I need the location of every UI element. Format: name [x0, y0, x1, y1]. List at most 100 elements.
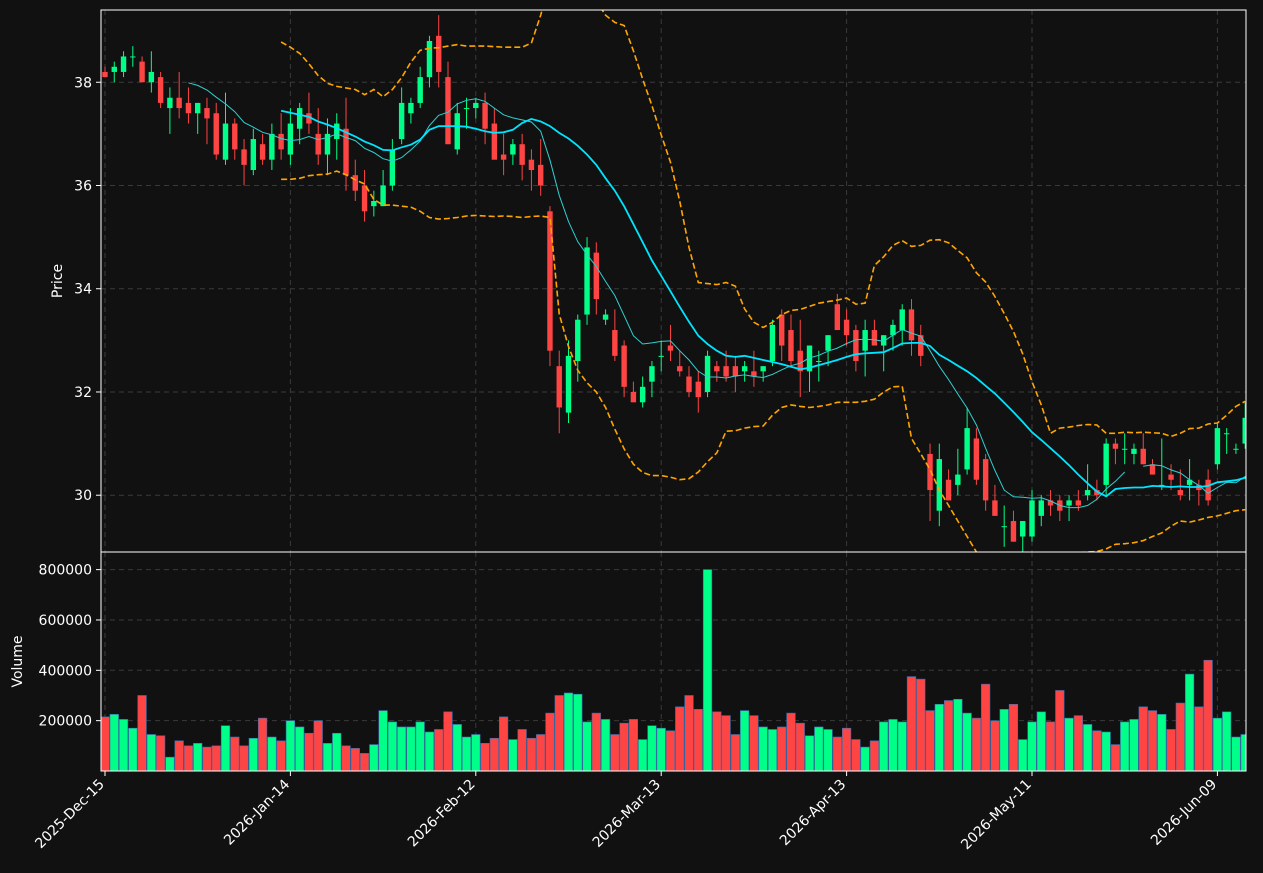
volume-bar [369, 744, 379, 771]
volume-bar [239, 745, 249, 771]
candle-body [1177, 490, 1184, 496]
candle-body [241, 149, 247, 165]
candle-body [343, 128, 349, 176]
candle-body [537, 164, 544, 186]
volume-plot [101, 569, 1246, 771]
candle-body [204, 108, 210, 119]
candle-body [593, 252, 600, 300]
volume-tick-label: 200000 [39, 714, 92, 730]
candle-body [723, 366, 729, 377]
candle-body [176, 97, 182, 109]
candle-body [1038, 500, 1044, 516]
volume-bar [193, 743, 203, 771]
candle-body [371, 200, 377, 207]
volume-bar [1194, 706, 1204, 771]
volume-bar [684, 695, 694, 771]
volume-bar [1212, 717, 1222, 771]
volume-tick-label: 400000 [39, 663, 92, 679]
candle-body [704, 355, 711, 392]
volume-bar [851, 739, 861, 771]
candle-body [500, 154, 507, 160]
volume-bar [573, 693, 583, 771]
candle-body [259, 144, 266, 160]
volume-bar [101, 716, 110, 771]
candle-body [139, 61, 145, 83]
candle-body [232, 123, 238, 150]
candle-body [473, 102, 479, 109]
volume-bar [804, 735, 815, 771]
candle-body [167, 97, 173, 109]
volume-bar [1231, 736, 1241, 771]
candle-body [1029, 500, 1035, 537]
volume-panel-frame [100, 551, 1247, 772]
candle-body [130, 56, 136, 58]
bollinger-upper-line [280, 10, 1246, 438]
volume-tick-label: 800000 [39, 563, 92, 579]
volume-axis-label: Volume [10, 635, 26, 687]
candle-body [871, 330, 878, 346]
volume-bar [712, 711, 722, 771]
candle-body [278, 133, 284, 150]
candle-body [1010, 521, 1017, 542]
candle-body [1205, 479, 1211, 501]
volume-bar [647, 725, 657, 771]
candle-body [296, 108, 303, 129]
candle-body [1020, 521, 1026, 537]
price-axis-label: Price [50, 264, 66, 298]
volume-bar [823, 729, 833, 771]
candle-body [667, 345, 674, 351]
volume-bar [1138, 706, 1148, 771]
candle-body [890, 324, 896, 336]
candle-body [426, 40, 433, 78]
volume-bar [220, 725, 231, 771]
candle-body [1186, 479, 1193, 485]
volume-y-ticks: 200000 400000 600000 800000 [39, 563, 101, 730]
volume-bar [1203, 659, 1213, 771]
price-tick-label: 36 [74, 179, 92, 195]
candle-body [621, 345, 627, 387]
candle-body [1112, 443, 1119, 449]
volume-bar [248, 737, 258, 771]
candle-body [853, 330, 859, 362]
candle-body [315, 133, 321, 155]
volume-bar [1092, 730, 1102, 771]
candle-body [658, 355, 664, 357]
price-plot [102, 10, 1246, 552]
candle-body [352, 175, 358, 191]
candle-body [816, 361, 822, 363]
volume-bar [1101, 731, 1111, 771]
volume-bar [1166, 729, 1176, 771]
candle-body [1242, 417, 1246, 444]
candle-body [779, 314, 785, 346]
candle-body [417, 77, 423, 103]
volume-bar [452, 724, 462, 771]
candle-body [482, 102, 488, 129]
candle-body [695, 381, 701, 398]
candle-body [398, 102, 405, 140]
volume-bar [517, 729, 527, 771]
volume-bar [257, 717, 268, 771]
candle-body [547, 211, 553, 351]
volume-bar [777, 726, 787, 771]
candle-body [361, 185, 368, 212]
volume-bar [471, 734, 481, 771]
candle-body [185, 102, 192, 114]
candle-body [287, 123, 294, 155]
price-tick-label: 32 [74, 385, 92, 401]
candle-body [973, 438, 980, 480]
volume-bar [600, 719, 611, 771]
volume-bar [341, 745, 351, 771]
volume-bar [1129, 719, 1139, 771]
volume-bar [1110, 744, 1121, 771]
volume-bar [276, 740, 286, 771]
candle-body [157, 77, 164, 103]
volume-bar [461, 736, 472, 771]
candle-body [1149, 464, 1156, 475]
volume-bar [165, 756, 175, 771]
volume-bar [332, 732, 342, 771]
volume-bar [1045, 721, 1056, 771]
volume-tick-label: 600000 [39, 613, 92, 629]
volume-bar [1027, 721, 1037, 771]
price-tick-label: 38 [74, 75, 92, 91]
candle-body [528, 159, 535, 171]
